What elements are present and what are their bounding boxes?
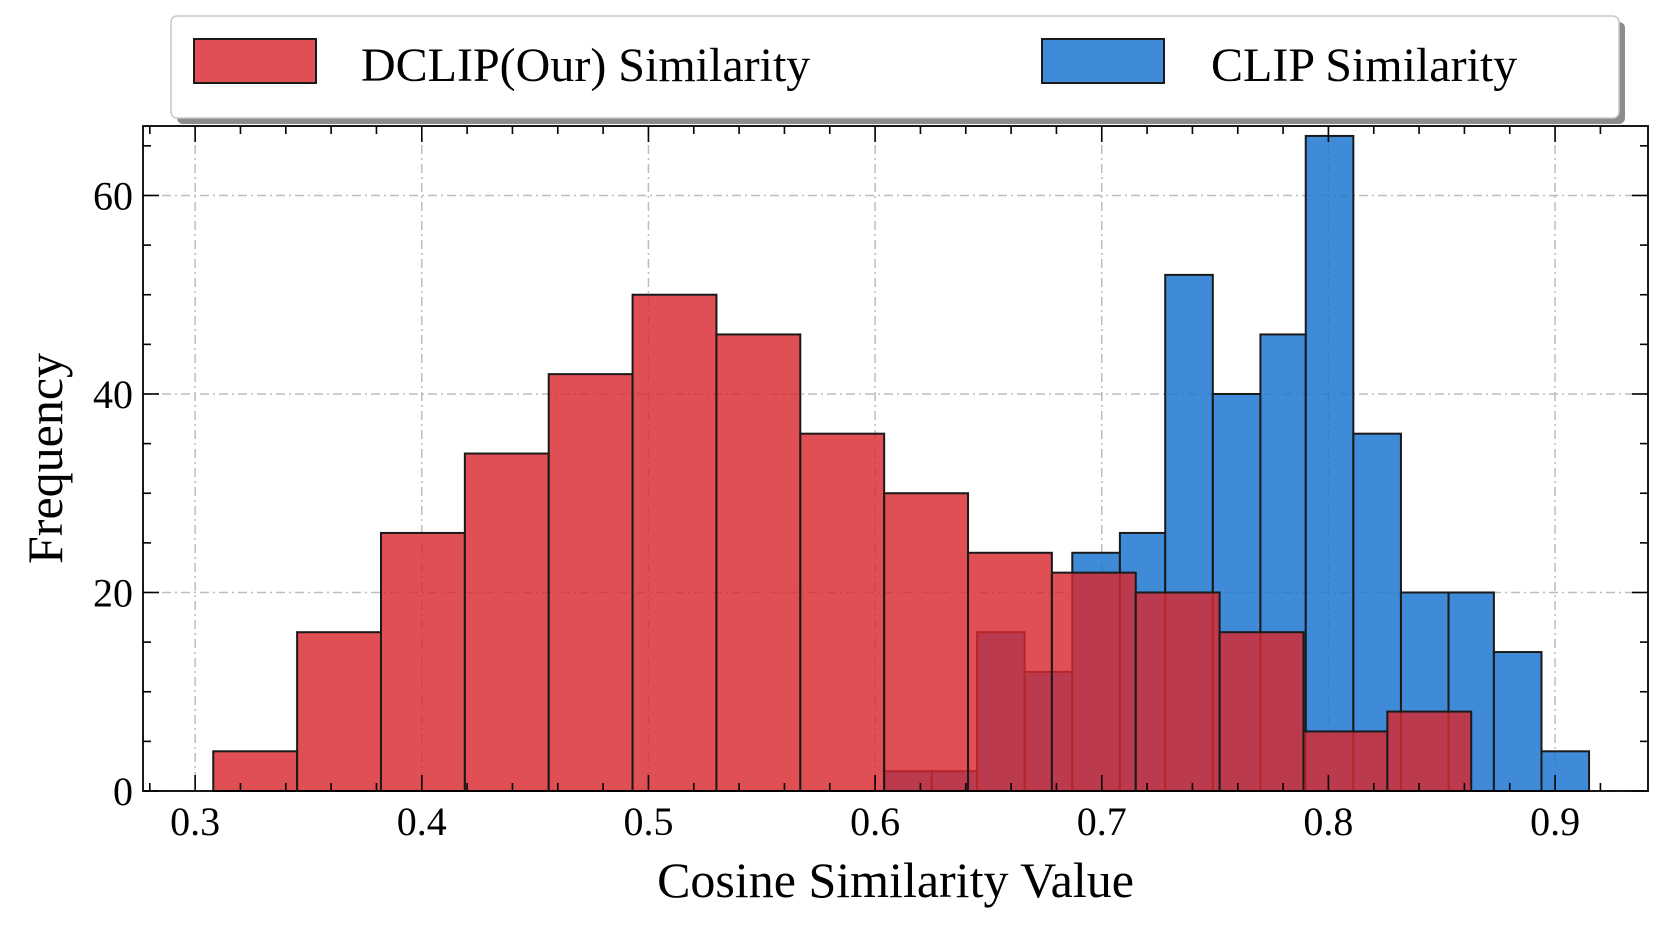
- legend-label-clip: CLIP Similarity: [1211, 39, 1517, 92]
- x-tick-label-1: 0.4: [397, 799, 447, 844]
- dclip-bar-13: [1302, 730, 1389, 792]
- x-axis-label: Cosine Similarity Value: [657, 852, 1134, 908]
- axis-ticks: [143, 126, 1648, 792]
- x-tick-label-0: 0.3: [170, 799, 220, 844]
- x-tick-label-2: 0.5: [623, 799, 673, 844]
- legend-label-dclip: DCLIP(Our) Similarity: [361, 39, 810, 92]
- dclip-bar-2: [379, 531, 466, 792]
- bars: [212, 134, 1591, 793]
- dclip-bar-3: [463, 452, 550, 792]
- x-tick-label-5: 0.8: [1303, 799, 1353, 844]
- dclip-bar-12: [1218, 631, 1305, 792]
- clip-bar-14: [1540, 750, 1591, 793]
- clip-bar-9: [1304, 134, 1355, 793]
- x-tick-label-4: 0.7: [1077, 799, 1127, 844]
- dclip-bar-9: [967, 551, 1053, 792]
- x-tick-label-3: 0.6: [850, 799, 900, 844]
- dclip-bar-10: [1050, 571, 1137, 792]
- plot-frame: [142, 125, 1649, 792]
- dclip-bar-4: [547, 373, 634, 792]
- legend-swatch-dclip: [193, 38, 317, 84]
- dclip-bar-0: [212, 750, 299, 793]
- dclip-bar-8: [883, 492, 970, 792]
- dclip-bar-11: [1134, 591, 1221, 793]
- y-tick-label-3: 60: [93, 173, 133, 218]
- y-tick-label-1: 20: [93, 570, 133, 615]
- dclip-bar-5: [631, 293, 718, 792]
- legend-swatch-clip: [1041, 38, 1165, 84]
- legend-box: [170, 15, 1620, 119]
- y-axis-label: Frequency: [17, 353, 73, 564]
- dclip-bar-14: [1386, 710, 1473, 792]
- dclip-bar-6: [715, 333, 802, 792]
- clip-bar-13: [1492, 651, 1543, 793]
- x-tick-label-6: 0.9: [1530, 799, 1580, 844]
- tick-labels: 0.3 0.4 0.5 0.6 0.7 0.8 0.9 0 20 40 60: [93, 173, 1580, 844]
- legend: DCLIP(Our) Similarity CLIP Similarity: [170, 15, 1625, 124]
- dclip-bar-7: [799, 432, 886, 792]
- y-tick-label-2: 40: [93, 372, 133, 417]
- dclip-bar-1: [296, 631, 382, 792]
- y-tick-label-0: 0: [113, 769, 133, 814]
